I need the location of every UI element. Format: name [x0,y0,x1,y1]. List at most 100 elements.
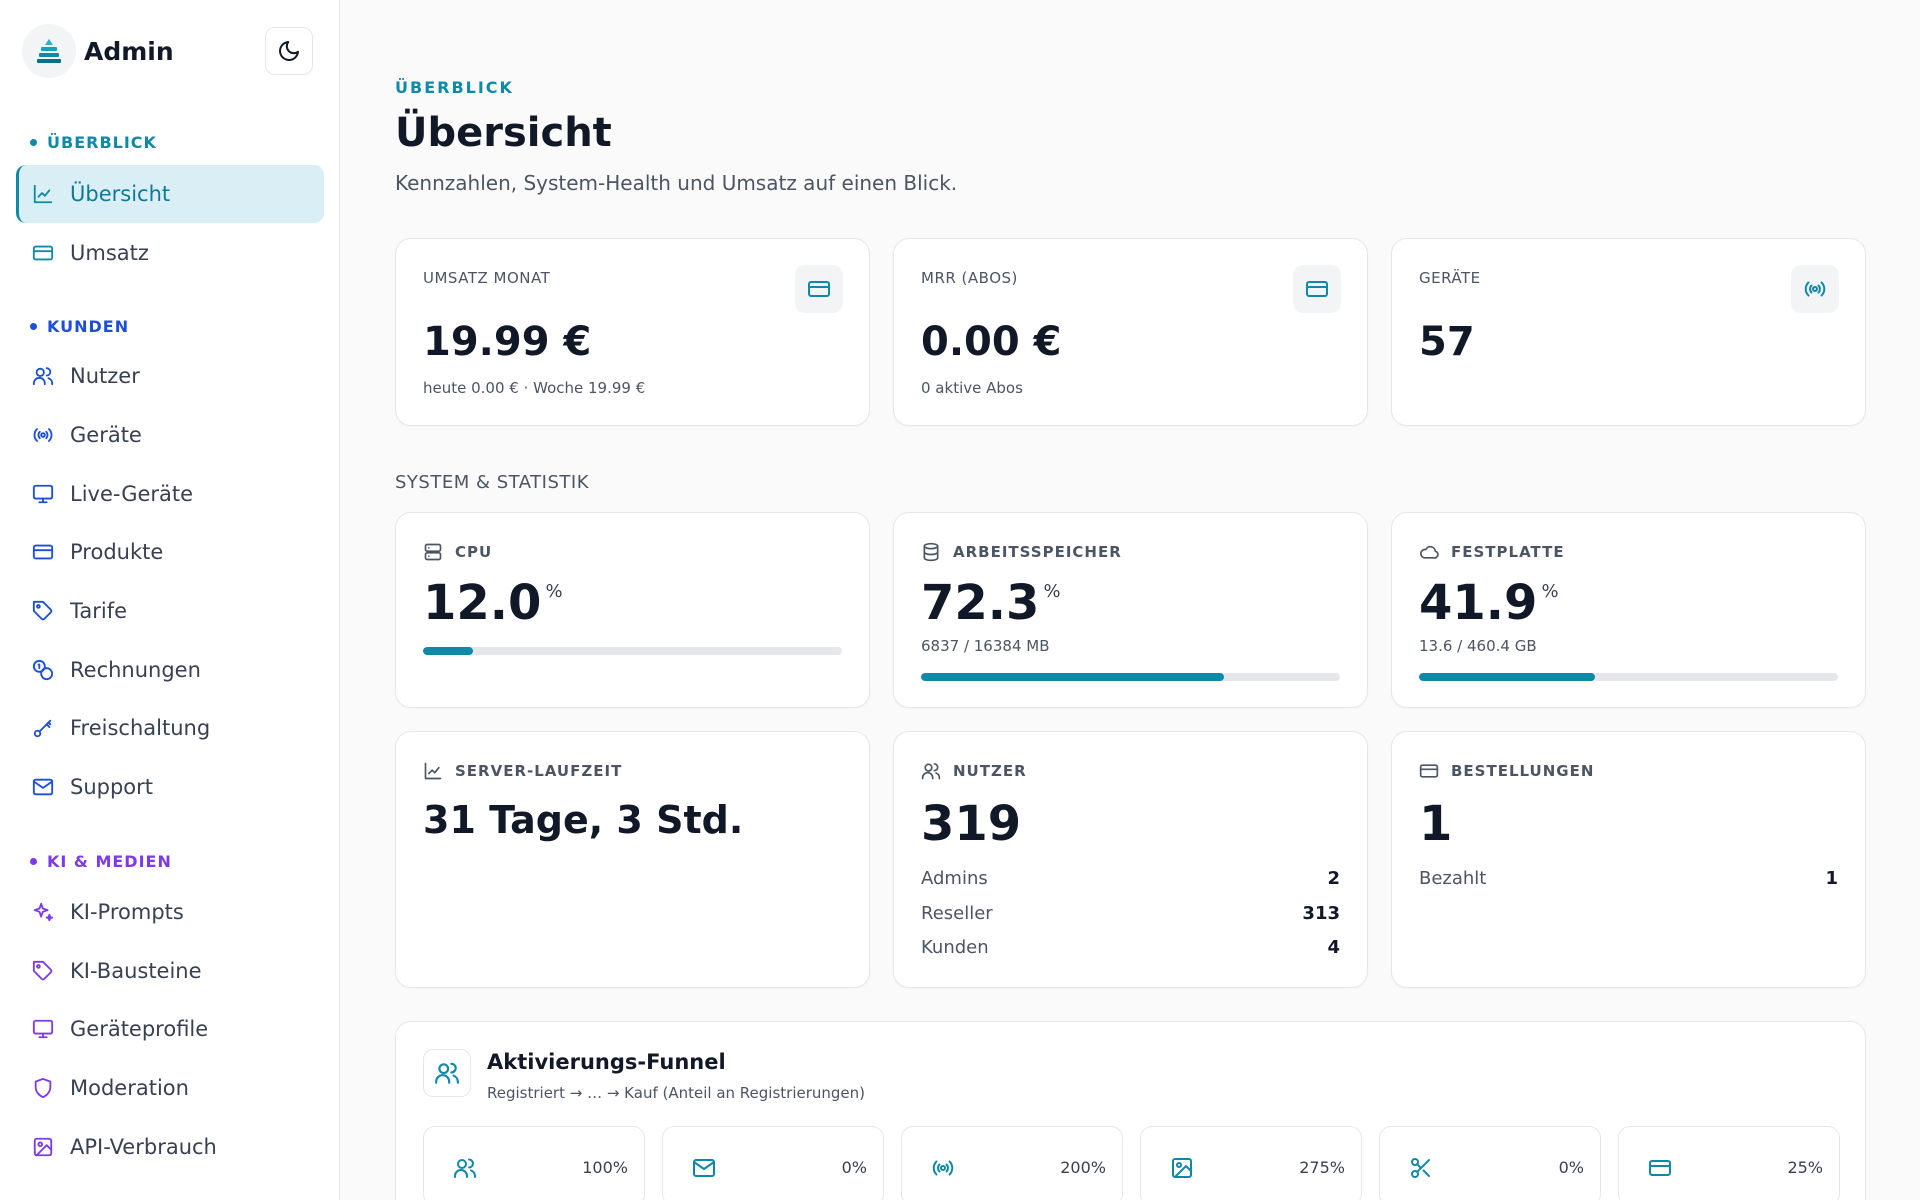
sidebar-item-freischaltung[interactable]: Freischaltung [16,699,324,757]
stat-head: BESTELLUNGEN [1419,761,1594,781]
kpi-sub: heute 0.00 € · Woche 19.99 € [423,379,646,397]
chart-line-icon [423,761,443,781]
sidebar-item-support[interactable]: Support [16,758,324,816]
stat-label: FESTPLATTE [1451,543,1565,561]
mail-icon [691,1155,717,1181]
sidebar-item-uebersicht[interactable]: Übersicht [16,165,324,223]
funnel-step-percent: 200% [1060,1158,1106,1177]
funnel-step-registriert[interactable]: 100% [423,1126,645,1200]
section-dot [30,139,37,146]
progress-fill [423,647,474,655]
section-label-kunden: KUNDEN [30,317,129,336]
stat-value: 72.3% [921,575,1061,631]
kv-value: 1 [1825,868,1838,889]
sidebar-item-label: Geräteprofile [70,1017,209,1041]
sidebar-item-geraeteprofile[interactable]: Geräteprofile [16,1000,324,1058]
sidebar-item-label: Übersicht [70,182,171,206]
sidebar-item-label: Support [70,775,154,799]
broadcast-icon [930,1155,956,1181]
brand[interactable]: Admin [22,24,174,78]
cloud-icon [1419,542,1439,562]
sidebar-item-tarife[interactable]: Tarife [16,582,324,640]
kv-value: 313 [1302,903,1340,924]
kv-row-kunden: Kunden 4 [921,937,1340,958]
section-dot [30,858,37,865]
scissors-icon [1408,1155,1434,1181]
kpi-value: 19.99 € [423,319,592,365]
kv-value: 2 [1327,868,1340,889]
stat-label: CPU [455,543,493,561]
sidebar-item-label: Freischaltung [70,716,211,740]
kpi-card-geraete: GERÄTE 57 [1391,238,1866,426]
kpi-label: GERÄTE [1419,269,1481,287]
sidebar-item-label: API-Verbrauch [70,1135,217,1159]
sidebar-item-label: Rechnungen [70,658,201,682]
page-subtitle: Kennzahlen, System-Health und Umsatz auf… [395,171,958,195]
stat-unit: % [545,581,563,602]
stat-head: NUTZER [921,761,1027,781]
sidebar-item-live-geraete[interactable]: Live-Geräte [16,465,324,523]
shield-icon [32,1077,54,1099]
sidebar-item-nutzer[interactable]: Nutzer [16,347,324,405]
sidebar-item-api-verbrauch[interactable]: API-Verbrauch [16,1118,324,1176]
sidebar-item-moderation[interactable]: Moderation [16,1059,324,1117]
funnel-step-mail[interactable]: 0% [662,1126,884,1200]
tag-icon [32,600,54,622]
stat-number: 41.9 [1419,575,1538,631]
credit-card-icon [795,265,843,313]
stat-head: CPU [423,542,492,562]
stat-head: ARBEITSSPEICHER [921,542,1122,562]
users-icon [452,1155,478,1181]
sidebar-item-produkte[interactable]: Produkte [16,523,324,581]
logo-icon [22,24,76,78]
funnel-step-schnitt[interactable]: 0% [1379,1126,1601,1200]
sidebar-item-ki-prompts[interactable]: KI-Prompts [16,883,324,941]
stat-card-bestellungen: BESTELLUNGEN 1 Bezahlt 1 [1391,731,1866,988]
sparkles-icon [32,901,54,923]
kpi-card-umsatz-monat: UMSATZ MONAT 19.99 € heute 0.00 € · Woch… [395,238,870,426]
users-icon [921,761,941,781]
stat-sub: 6837 / 16384 MB [921,637,1050,655]
funnel-step-bild[interactable]: 275% [1140,1126,1362,1200]
page-title: Übersicht [395,110,612,156]
sidebar-item-label: Geräte [70,423,142,447]
funnel-title: Aktivierungs-Funnel [487,1050,726,1074]
section-title-system: SYSTEM & STATISTIK [395,472,590,493]
kpi-value: 57 [1419,319,1475,365]
activation-funnel-card: Aktivierungs-Funnel Registriert → … → Ka… [395,1021,1866,1200]
stat-value: 319 [921,796,1022,852]
monitor-icon [32,483,54,505]
users-icon [423,1049,471,1097]
funnel-step-kauf[interactable]: 25% [1618,1126,1840,1200]
funnel-step-percent: 25% [1787,1158,1823,1177]
funnel-step-percent: 0% [1558,1158,1584,1177]
theme-toggle-button[interactable] [265,27,313,75]
kv-row-reseller: Reseller 313 [921,903,1340,924]
kv-row-admins: Admins 2 [921,868,1340,889]
sidebar-item-umsatz[interactable]: Umsatz [16,224,324,282]
sidebar-item-label: Tarife [70,599,128,623]
cpu-progress-bar [423,647,842,655]
funnel-step-geraet[interactable]: 200% [901,1126,1123,1200]
sidebar-item-ki-bausteine[interactable]: KI-Bausteine [16,942,324,1000]
stat-sub: 13.6 / 460.4 GB [1419,637,1537,655]
database-icon [921,542,941,562]
disk-progress-bar [1419,673,1838,681]
funnel-step-percent: 0% [841,1158,867,1177]
stat-label: SERVER-LAUFZEIT [455,762,623,780]
stat-unit: % [1541,581,1559,602]
progress-fill [921,673,1224,681]
sidebar-item-geraete[interactable]: Geräte [16,406,324,464]
broadcast-icon [32,424,54,446]
stat-value: 31 Tage, 3 Std. [423,798,744,842]
funnel-step-percent: 100% [582,1158,628,1177]
coins-icon [32,659,54,681]
moon-icon [277,39,301,63]
kpi-card-mrr: MRR (ABOS) 0.00 € 0 aktive Abos [893,238,1368,426]
sidebar-item-label: Live-Geräte [70,482,194,506]
users-icon [32,365,54,387]
server-icon [423,542,443,562]
sidebar-item-rechnungen[interactable]: Rechnungen [16,641,324,699]
kpi-label: MRR (ABOS) [921,269,1018,287]
sidebar-item-label: Umsatz [70,241,149,265]
